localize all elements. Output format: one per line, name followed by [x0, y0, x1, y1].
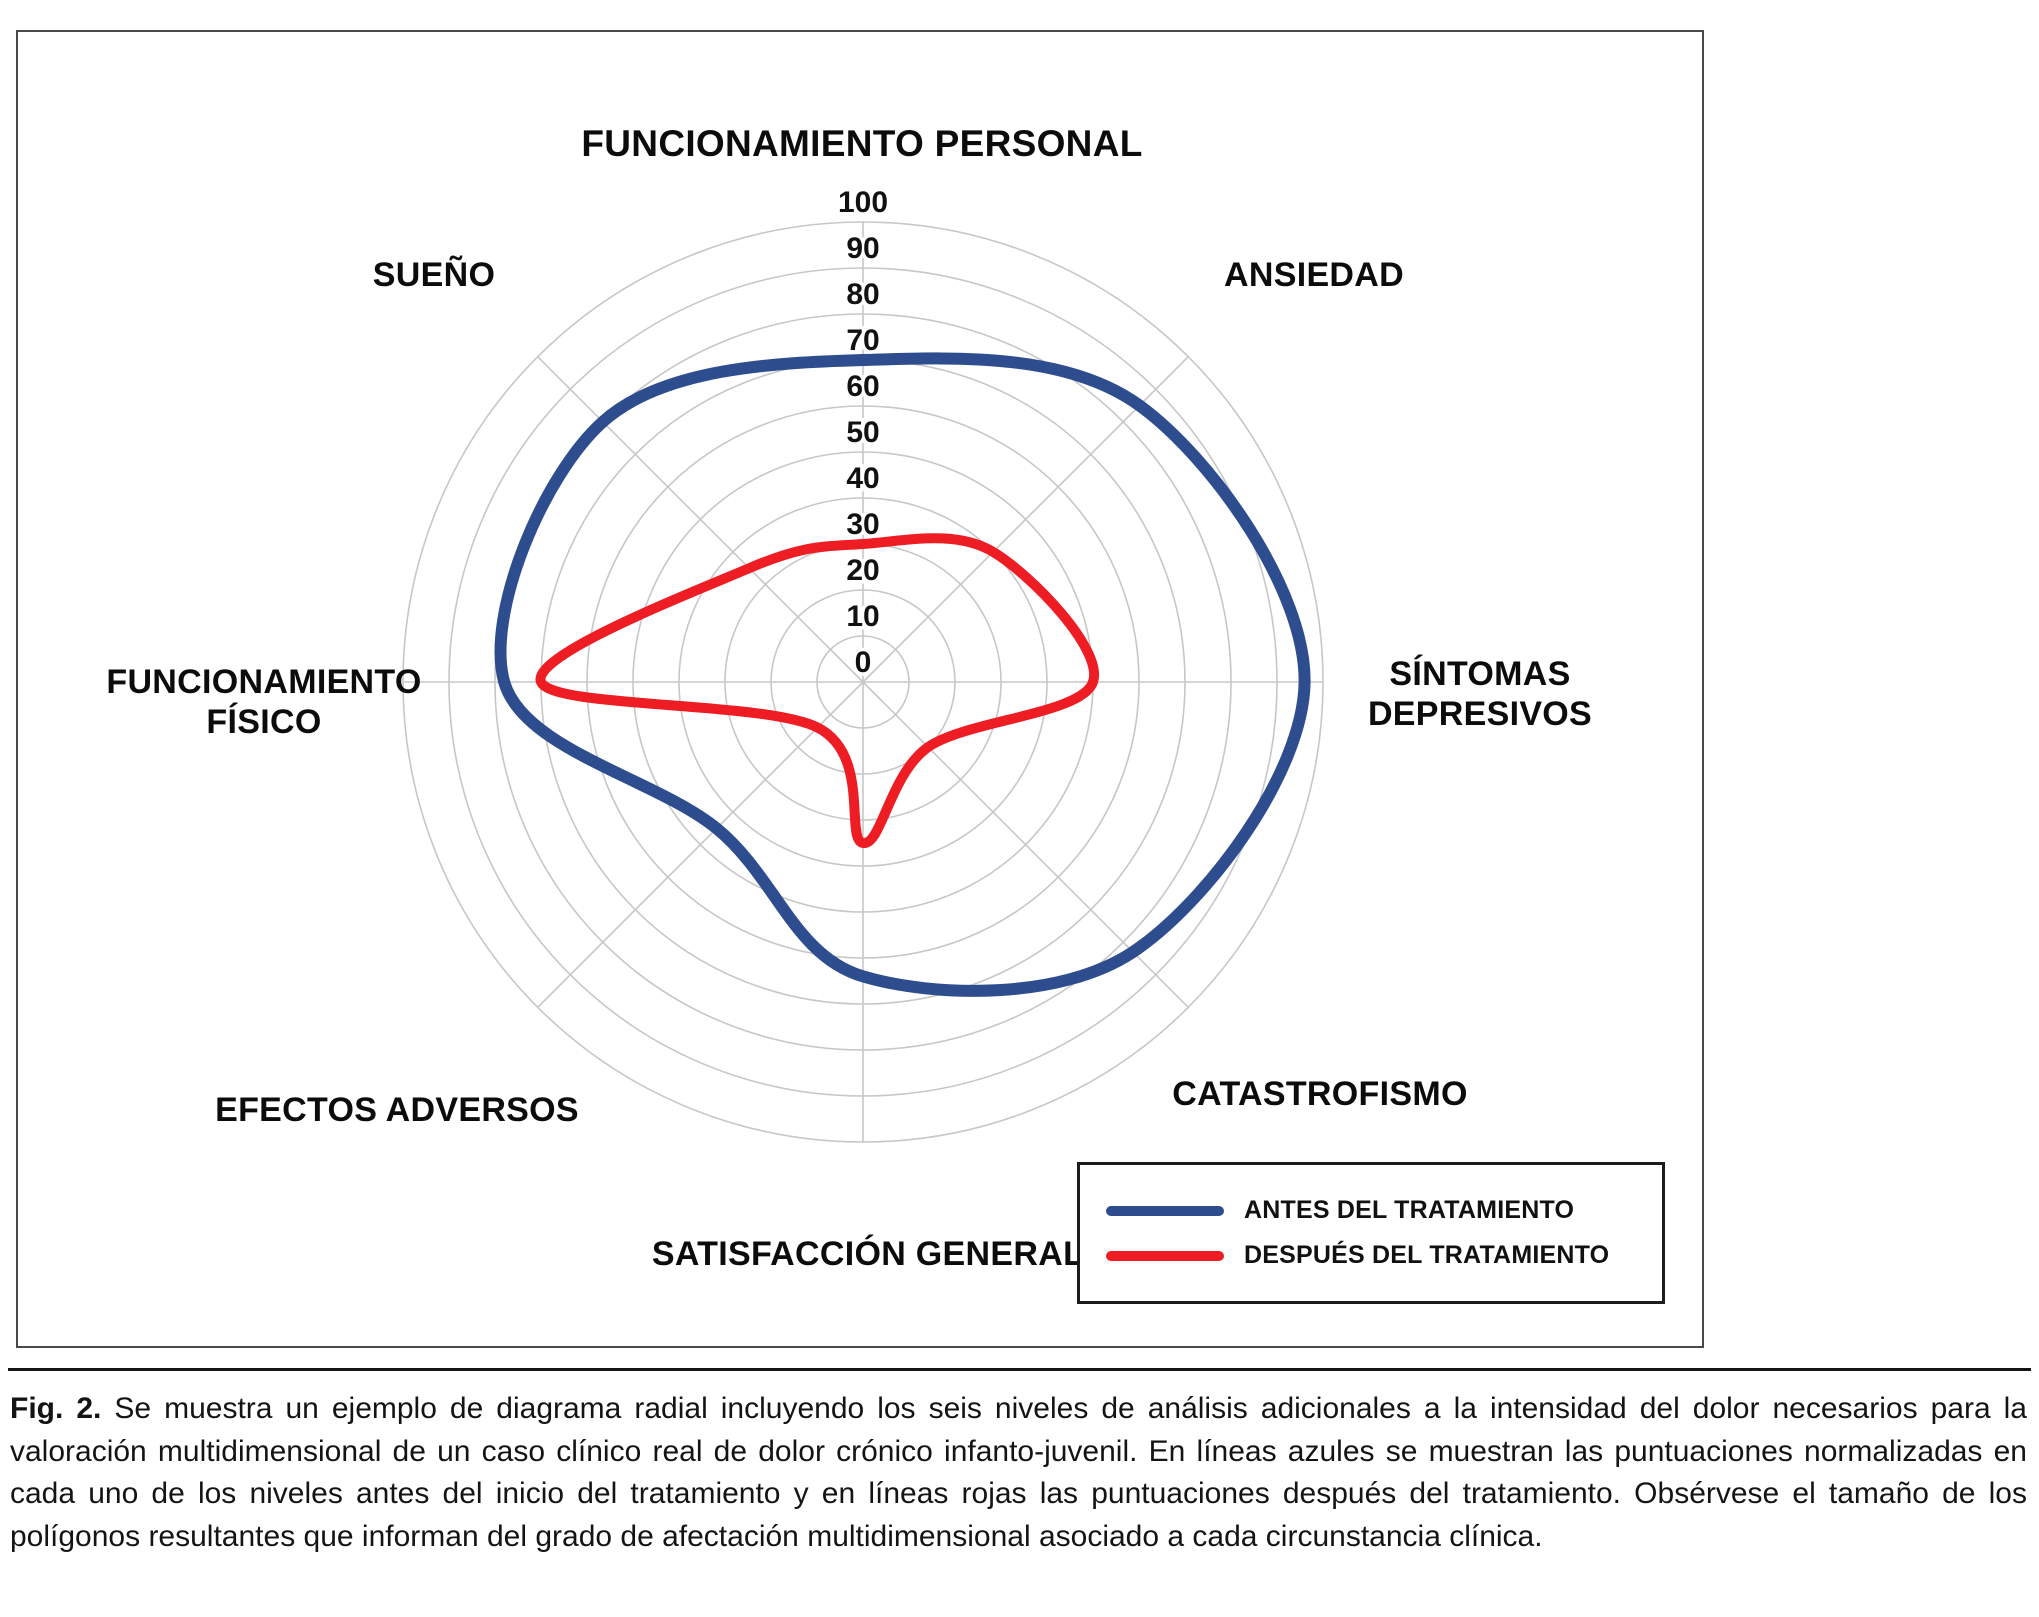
axis-label-sintomas-depresivos: SÍNTOMAS DEPRESIVOS: [1367, 654, 1593, 733]
radial-tick-label: 30: [846, 508, 879, 541]
grid-spoke: [537, 356, 864, 683]
axis-label-funcionamiento-personal: FUNCIONAMIENTO PERSONAL: [581, 123, 1143, 165]
chart-legend: ANTES DEL TRATAMIENTO DESPUÉS DEL TRATAM…: [1077, 1162, 1665, 1304]
radial-tick-label: 100: [838, 186, 888, 219]
legend-item-antes: ANTES DEL TRATAMIENTO: [1106, 1196, 1636, 1225]
series-antes-del-tratamiento: [494, 352, 1311, 997]
legend-label-antes: ANTES DEL TRATAMIENTO: [1244, 1196, 1575, 1224]
radar-chart: 0 10 20 30 40 50 60 70 80 90 100: [402, 183, 1324, 1143]
radial-tick-label: 60: [846, 370, 879, 403]
legend-item-despues: DESPUÉS DEL TRATAMIENTO: [1106, 1241, 1636, 1270]
axis-label-catastrofismo: CATASTROFISMO: [1172, 1074, 1468, 1113]
axis-label-ansiedad: ANSIEDAD: [1224, 255, 1404, 294]
figure-caption: Fig. 2. Se muestra un ejemplo de diagram…: [10, 1388, 2027, 1558]
axis-label-satisfaccion-general: SATISFACCIÓN GENERAL: [651, 1234, 1085, 1273]
radial-tick-label: 0: [855, 646, 872, 679]
radial-tick-label: 70: [846, 324, 879, 357]
figure-box: 0 10 20 30 40 50 60 70 80 90 100 FUNCIONAMIENTO PE…: [16, 30, 1704, 1348]
radial-tick-label: 40: [846, 462, 879, 495]
grid-spoke: [862, 356, 1189, 683]
grid-spoke: [537, 681, 864, 1008]
radial-tick-label: 50: [846, 416, 879, 449]
legend-label-despues: DESPUÉS DEL TRATAMIENTO: [1244, 1241, 1610, 1269]
legend-dash-despues-icon: [1106, 1250, 1224, 1261]
radial-tick-label: 90: [846, 232, 879, 265]
caption-label: Fig. 2.: [10, 1392, 102, 1425]
radial-tick-label: 20: [846, 554, 879, 587]
axis-label-efectos-adversos: EFECTOS ADVERSOS: [215, 1090, 579, 1129]
series-despues-del-tratamiento: [535, 533, 1100, 848]
legend-dash-antes-icon: [1106, 1205, 1224, 1216]
axis-label-funcionamiento-fisico: FUNCIONAMIENTO FÍSICO: [106, 662, 422, 741]
axis-label-sueno: SUEÑO: [372, 255, 496, 294]
radial-tick-label: 10: [846, 600, 879, 633]
caption-divider: [8, 1368, 2031, 1371]
caption-text: Se muestra un ejemplo de diagrama radial…: [10, 1392, 2027, 1553]
radial-tick-label: 80: [846, 278, 879, 311]
grid-spoke: [862, 681, 1189, 1008]
